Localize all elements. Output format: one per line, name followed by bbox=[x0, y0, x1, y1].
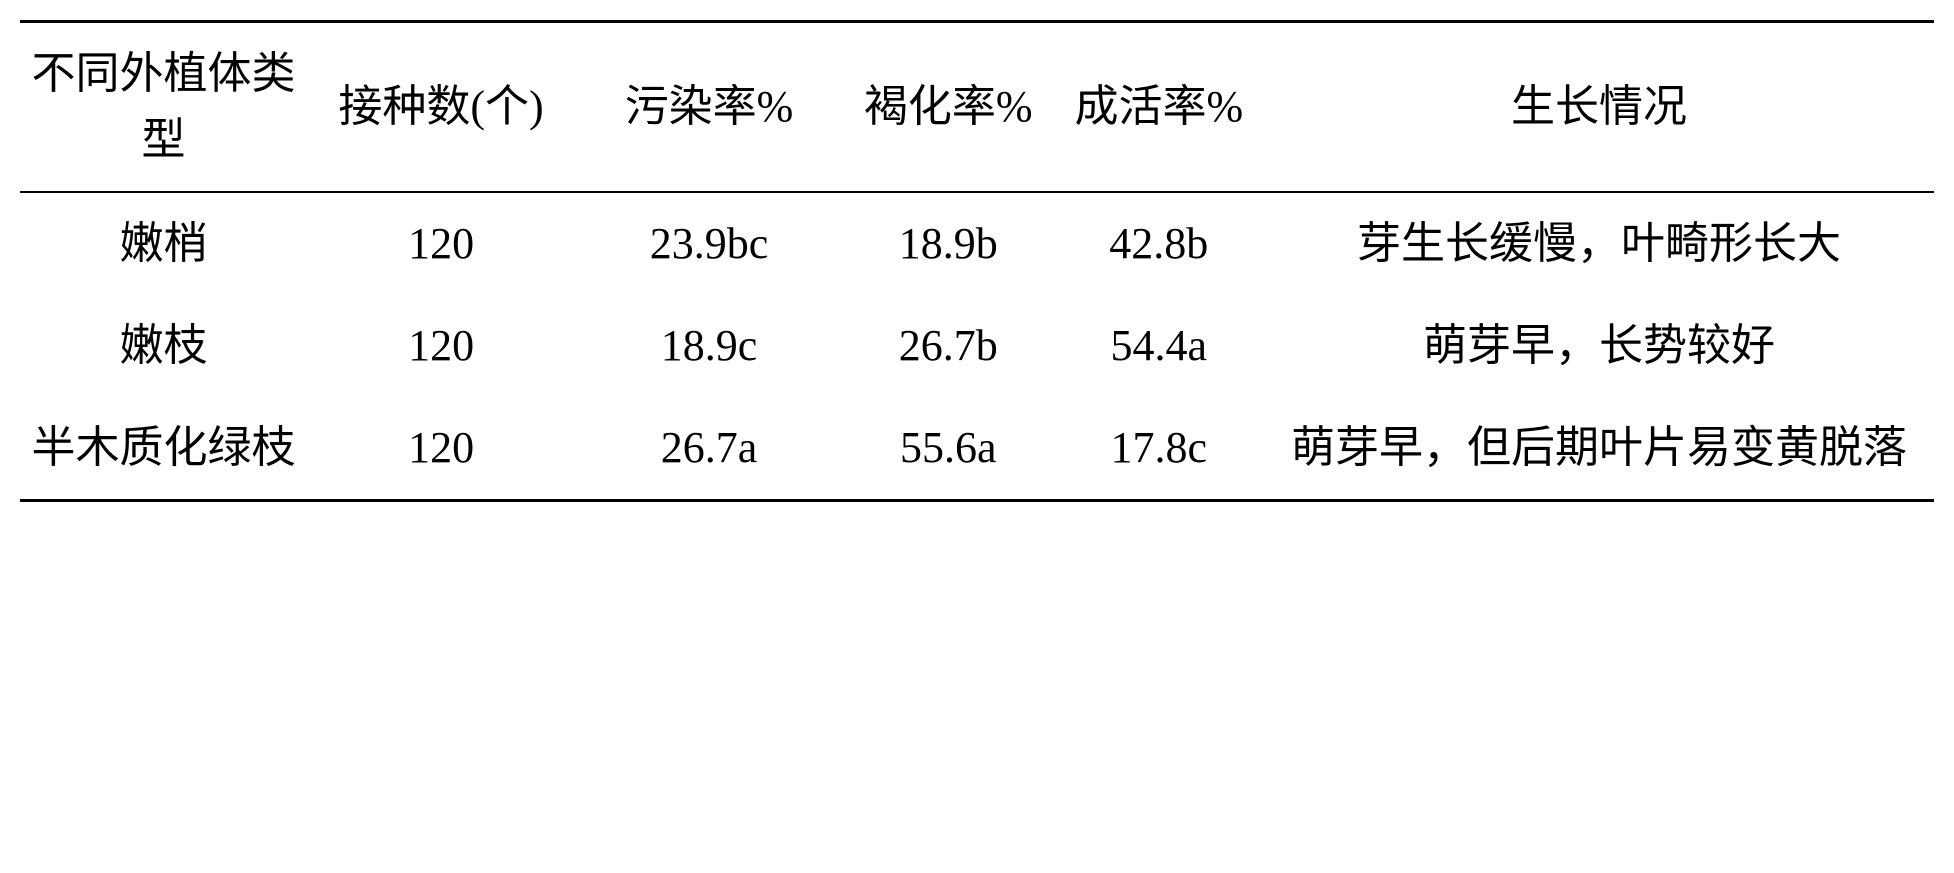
explant-data-table: 不同外植体类型 接种数(个) 污染率% 褐化率% 成活率% 生长情况 嫩梢 12… bbox=[20, 20, 1934, 502]
cell-inoculation-count: 120 bbox=[307, 192, 575, 295]
cell-explant-type: 半木质化绿枝 bbox=[20, 397, 307, 501]
cell-survival-rate: 54.4a bbox=[1054, 295, 1265, 397]
column-header-contamination-rate: 污染率% bbox=[575, 22, 843, 193]
cell-contamination-rate: 18.9c bbox=[575, 295, 843, 397]
cell-survival-rate: 17.8c bbox=[1054, 397, 1265, 501]
cell-growth-status: 萌芽早，但后期叶片易变黄脱落 bbox=[1264, 397, 1934, 501]
column-header-inoculation-count: 接种数(个) bbox=[307, 22, 575, 193]
table-header-row: 不同外植体类型 接种数(个) 污染率% 褐化率% 成活率% 生长情况 bbox=[20, 22, 1934, 193]
cell-explant-type: 嫩枝 bbox=[20, 295, 307, 397]
cell-browning-rate: 26.7b bbox=[843, 295, 1054, 397]
column-header-survival-rate: 成活率% bbox=[1054, 22, 1265, 193]
table-container: 不同外植体类型 接种数(个) 污染率% 褐化率% 成活率% 生长情况 嫩梢 12… bbox=[20, 20, 1934, 502]
cell-inoculation-count: 120 bbox=[307, 397, 575, 501]
table-row: 嫩梢 120 23.9bc 18.9b 42.8b 芽生长缓慢，叶畸形长大 bbox=[20, 192, 1934, 295]
cell-growth-status: 萌芽早，长势较好 bbox=[1264, 295, 1934, 397]
column-header-growth-status: 生长情况 bbox=[1264, 22, 1934, 193]
cell-survival-rate: 42.8b bbox=[1054, 192, 1265, 295]
cell-contamination-rate: 23.9bc bbox=[575, 192, 843, 295]
cell-inoculation-count: 120 bbox=[307, 295, 575, 397]
cell-explant-type: 嫩梢 bbox=[20, 192, 307, 295]
table-row: 半木质化绿枝 120 26.7a 55.6a 17.8c 萌芽早，但后期叶片易变… bbox=[20, 397, 1934, 501]
cell-growth-status: 芽生长缓慢，叶畸形长大 bbox=[1264, 192, 1934, 295]
cell-browning-rate: 55.6a bbox=[843, 397, 1054, 501]
cell-browning-rate: 18.9b bbox=[843, 192, 1054, 295]
column-header-browning-rate: 褐化率% bbox=[843, 22, 1054, 193]
cell-contamination-rate: 26.7a bbox=[575, 397, 843, 501]
column-header-explant-type: 不同外植体类型 bbox=[20, 22, 307, 193]
table-row: 嫩枝 120 18.9c 26.7b 54.4a 萌芽早，长势较好 bbox=[20, 295, 1934, 397]
